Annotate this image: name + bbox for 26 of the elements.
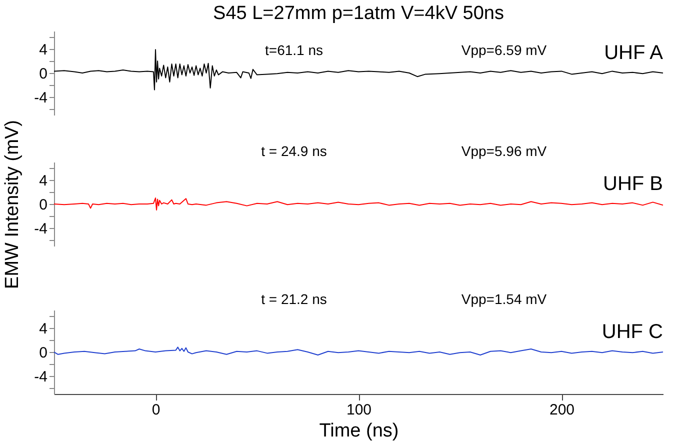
x-tick-label: 200 [549, 402, 575, 418]
x-tick-label: 0 [152, 402, 160, 418]
y-tick-label: 0 [39, 344, 48, 362]
y-tick-label: 4 [39, 42, 48, 58]
line-series [54, 346, 663, 356]
series-label: UHF C [602, 321, 663, 343]
y-tick-label: -4 [34, 368, 48, 386]
x-tick-label: 100 [346, 402, 372, 418]
y-tick-label: 4 [39, 172, 48, 190]
line-series [54, 198, 663, 210]
text: Vpp=5.96 mV [461, 143, 548, 159]
x-axis-title: Time (ns) [319, 420, 399, 442]
text: t = 24.9 ns [261, 143, 327, 159]
annotation: Vpp=6.59 mV [461, 42, 548, 58]
text: Vpp=1.54 mV [461, 291, 548, 307]
y-tick-label: -4 [34, 220, 48, 238]
series-label: UHF A [604, 42, 664, 64]
annotation: t=61.1 ns [265, 42, 323, 58]
series-label: UHF B [603, 173, 663, 195]
y-axis-title: EMW Intensity (mV) [2, 120, 24, 289]
y-tick-label: 0 [39, 66, 48, 82]
y-tick-label: 0 [39, 196, 48, 214]
text: t = 21.2 ns [261, 291, 327, 307]
y-tick-label: -4 [34, 90, 48, 106]
y-tick-label: 4 [39, 320, 48, 338]
chart-title: S45 L=27mm p=1atm V=4kV 50ns [213, 3, 504, 24]
